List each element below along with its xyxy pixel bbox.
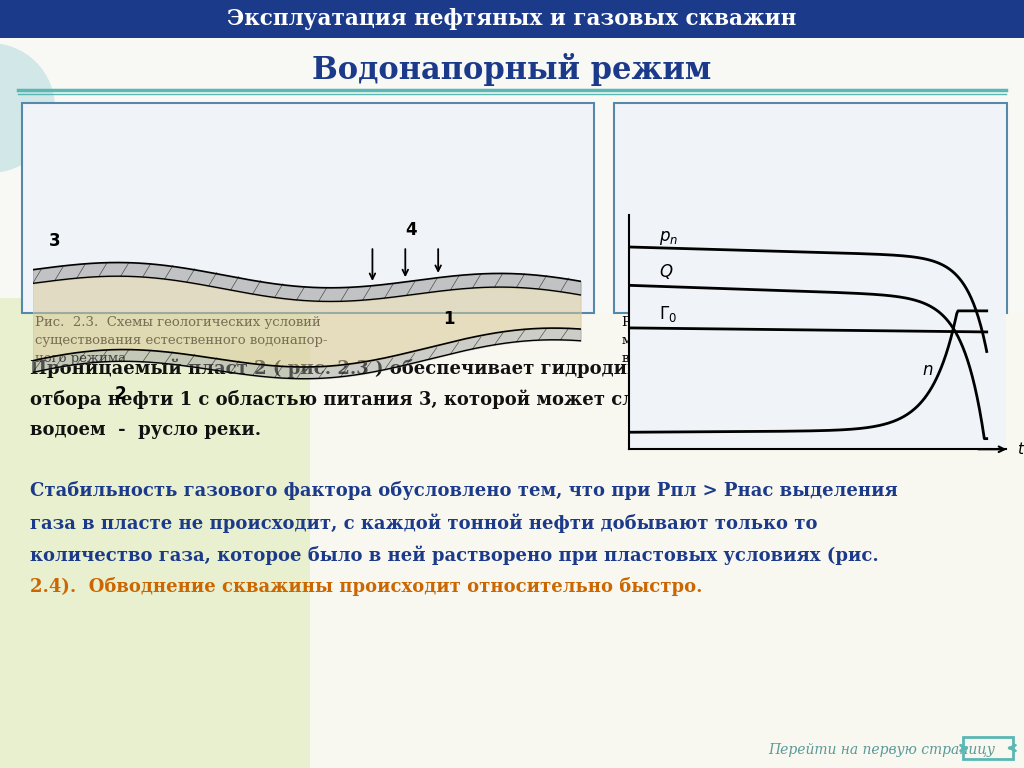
Text: Проницаемый пласт 2 ( рис. 2.3 ) обеспечивает гидродинамическую связь области: Проницаемый пласт 2 ( рис. 2.3 ) обеспеч… xyxy=(30,358,916,378)
Bar xyxy=(614,103,1007,313)
Text: $\Gamma_0$: $\Gamma_0$ xyxy=(658,304,677,324)
Bar xyxy=(0,313,310,768)
Text: Рис.  2.3.  Схемы геологических условий
существования естественного водонапор-
н: Рис. 2.3. Схемы геологических условий су… xyxy=(35,316,328,365)
Text: количество газа, которое было в ней растворено при пластовых условиях (рис.: количество газа, которое было в ней раст… xyxy=(30,545,879,564)
Text: Q: Q xyxy=(658,263,672,281)
Text: 3: 3 xyxy=(49,232,60,250)
Text: 1: 1 xyxy=(443,310,455,329)
Text: Стабильность газового фактора обусловлено тем, что при Рпл > Рнас выделения: Стабильность газового фактора обусловлен… xyxy=(30,482,898,501)
Bar xyxy=(0,313,1024,768)
Text: 4: 4 xyxy=(406,220,417,239)
Bar xyxy=(0,0,1024,38)
Text: n: n xyxy=(923,361,933,379)
Text: водоем  -  русло реки.: водоем - русло реки. xyxy=(30,421,261,439)
Ellipse shape xyxy=(0,43,55,173)
Text: Водонапорный режим: Водонапорный режим xyxy=(312,54,712,87)
Text: отбора нефти 1 с областью питания 3, которой может служить естественный: отбора нефти 1 с областью питания 3, кот… xyxy=(30,389,857,409)
Bar xyxy=(22,103,594,313)
Bar xyxy=(0,298,310,768)
Text: Перейти на первую страницу: Перейти на первую страницу xyxy=(768,743,995,757)
Text: газа в пласте не происходит, с каждой тонной нефти добывают только то: газа в пласте не происходит, с каждой то… xyxy=(30,513,817,533)
Text: t: t xyxy=(1017,442,1023,457)
Text: Эксплуатация нефтяных и газовых скважин: Эксплуатация нефтяных и газовых скважин xyxy=(227,8,797,30)
Text: 2: 2 xyxy=(115,385,127,402)
Text: Рис.  2.4.  Изменение во вре-
мени основных характеристик
водонапорного режима: Рис. 2.4. Изменение во вре- мени основны… xyxy=(622,316,837,365)
Text: $p_n$: $p_n$ xyxy=(658,229,678,247)
Text: 2.4).  Обводнение скважины происходит относительно быстро.: 2.4). Обводнение скважины происходит отн… xyxy=(30,578,702,597)
Bar xyxy=(963,737,1013,759)
